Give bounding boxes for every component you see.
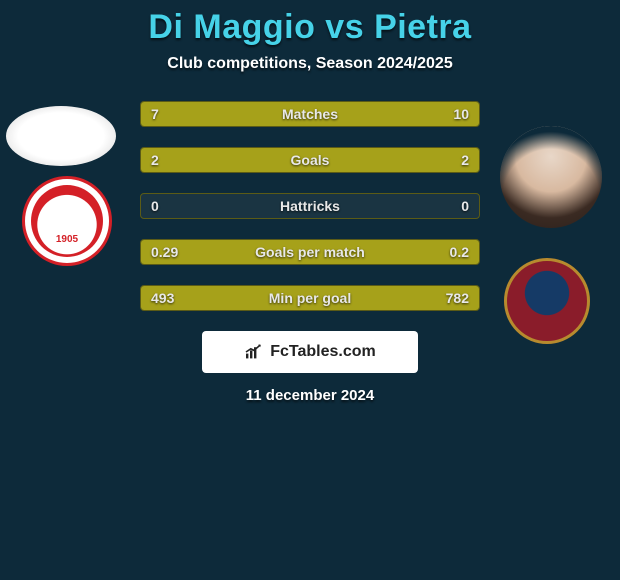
brand-badge[interactable]: FcTables.com (202, 331, 418, 373)
club-crest-right (504, 258, 590, 344)
stat-value-right: 782 (436, 286, 479, 310)
stat-label: Min per goal (141, 286, 479, 310)
stat-value-right: 2 (451, 148, 479, 172)
chart-icon (244, 344, 264, 360)
stat-row: 0.29 Goals per match 0.2 (140, 239, 480, 265)
player-left-avatar (6, 106, 116, 166)
stat-label: Goals (141, 148, 479, 172)
stats-container: 7 Matches 10 2 Goals 2 0 Hattricks 0 0.2… (140, 101, 480, 311)
stat-label: Matches (141, 102, 479, 126)
brand-text: FcTables.com (270, 343, 376, 361)
stat-value-right: 0 (451, 194, 479, 218)
subtitle: Club competitions, Season 2024/2025 (0, 55, 620, 73)
stat-value-right: 10 (443, 102, 479, 126)
page-title: Di Maggio vs Pietra (0, 8, 620, 47)
player-right-avatar (500, 126, 602, 228)
stat-label: Goals per match (141, 240, 479, 264)
comparison-card: Di Maggio vs Pietra Club competitions, S… (0, 0, 620, 580)
stat-row: 7 Matches 10 (140, 101, 480, 127)
club-crest-left (22, 176, 112, 266)
stat-label: Hattricks (141, 194, 479, 218)
stat-row: 0 Hattricks 0 (140, 193, 480, 219)
date-line: 11 december 2024 (0, 387, 620, 404)
stat-value-right: 0.2 (440, 240, 479, 264)
stat-row: 493 Min per goal 782 (140, 285, 480, 311)
stat-row: 2 Goals 2 (140, 147, 480, 173)
